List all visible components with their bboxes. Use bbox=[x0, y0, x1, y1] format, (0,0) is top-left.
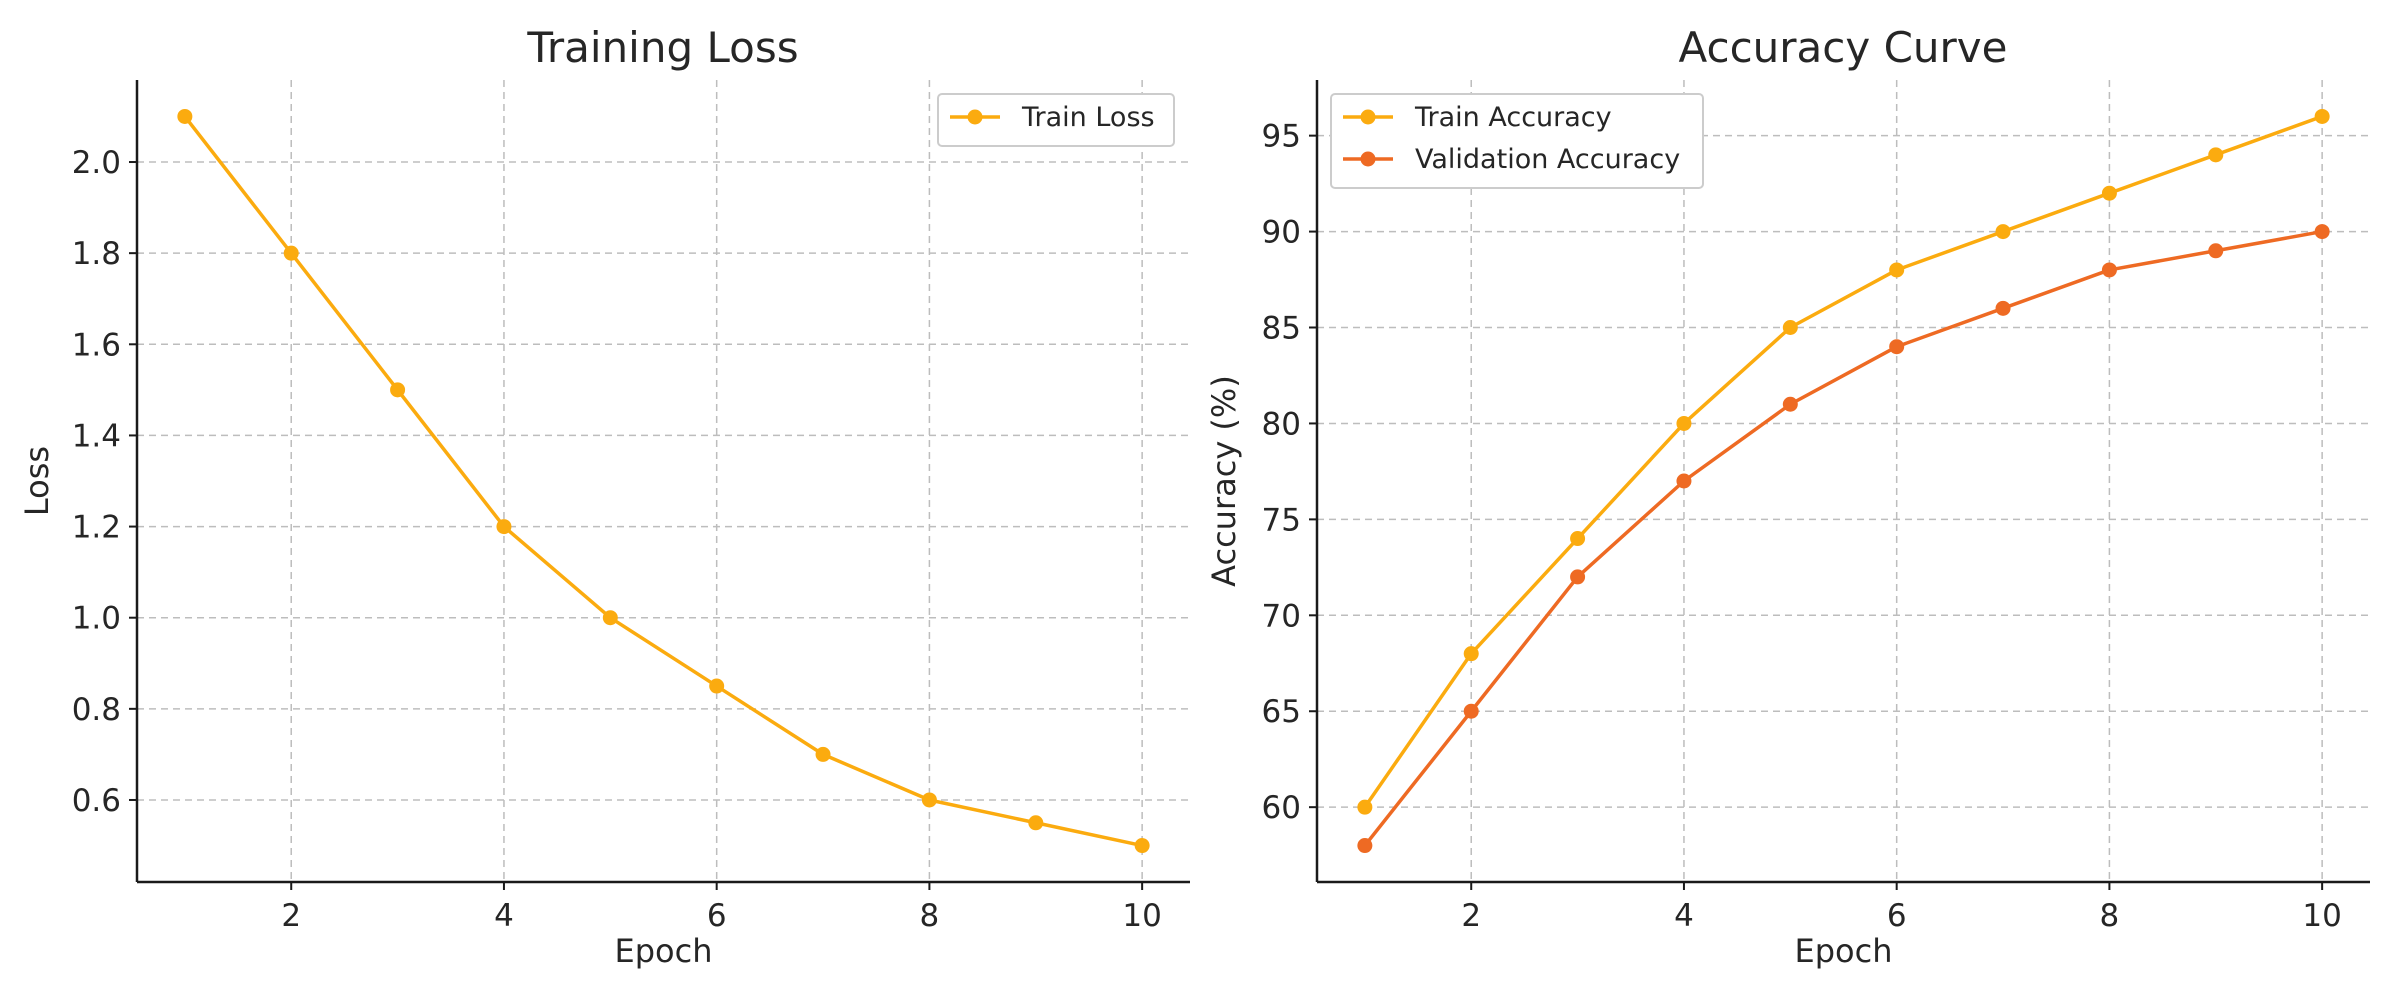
data-point bbox=[1357, 799, 1373, 815]
series-line-1 bbox=[1363, 114, 2323, 809]
data-point bbox=[283, 245, 299, 261]
legend-label: Train Accuracy bbox=[1414, 102, 1612, 133]
y-tick-label: 1.2 bbox=[72, 510, 121, 546]
x-tick-label: 6 bbox=[1887, 898, 1907, 934]
y-tick-label: 0.6 bbox=[72, 783, 121, 819]
legend-label: Train Loss bbox=[1021, 102, 1155, 133]
y-tick-label: 75 bbox=[1262, 502, 1301, 538]
data-point bbox=[2101, 262, 2117, 278]
data-point bbox=[1676, 415, 1692, 431]
data-point bbox=[2101, 185, 2117, 201]
data-point bbox=[1028, 815, 1044, 831]
y-tick-label: 90 bbox=[1262, 215, 1301, 251]
x-tick-label: 8 bbox=[920, 898, 940, 934]
data-point bbox=[1889, 339, 1905, 355]
legend-swatch-marker bbox=[1360, 109, 1376, 125]
data-point bbox=[2208, 147, 2224, 163]
y-tick-label: 95 bbox=[1262, 119, 1301, 155]
data-point bbox=[921, 792, 937, 808]
x-tick-label: 4 bbox=[1674, 898, 1694, 934]
y-tick-label: 60 bbox=[1262, 790, 1301, 826]
data-point bbox=[1782, 320, 1798, 336]
data-point bbox=[1676, 473, 1692, 489]
data-point bbox=[1570, 531, 1586, 547]
legend-swatch-marker bbox=[967, 109, 983, 125]
legend: Train Accuracy Validation Accuracy bbox=[1330, 93, 1704, 189]
y-tick-label: 0.8 bbox=[72, 692, 121, 728]
data-point bbox=[602, 610, 618, 626]
data-point bbox=[2208, 243, 2224, 259]
x-tick-label: 10 bbox=[2302, 898, 2341, 934]
legend-box bbox=[937, 93, 1175, 147]
y-tick-label: 1.0 bbox=[72, 601, 121, 637]
y-tick-label: 1.4 bbox=[72, 418, 121, 454]
data-point bbox=[390, 382, 406, 398]
data-point bbox=[2314, 108, 2330, 124]
data-point bbox=[815, 746, 831, 762]
y-axis-label: Loss bbox=[18, 446, 56, 516]
data-point bbox=[1134, 838, 1150, 854]
series-line-1 bbox=[183, 115, 1143, 848]
data-point bbox=[1570, 569, 1586, 585]
data-point bbox=[1463, 703, 1479, 719]
x-tick-label: 2 bbox=[1461, 898, 1481, 934]
x-axis-label: Epoch bbox=[1795, 932, 1893, 970]
data-point bbox=[709, 678, 725, 694]
y-tick-label: 80 bbox=[1262, 406, 1301, 442]
data-point bbox=[1782, 396, 1798, 412]
data-point bbox=[177, 108, 193, 124]
chart-title: Accuracy Curve bbox=[1678, 23, 2007, 72]
y-tick-label: 1.8 bbox=[72, 236, 121, 272]
legend-swatch-marker bbox=[1360, 151, 1376, 167]
chart-panel-1: 2 4 6 8 10 0.6 0.8 1.0 1.2 1.4 1.6 1.8 2.0 Training L… bbox=[18, 23, 1190, 970]
x-tick-label: 4 bbox=[494, 898, 514, 934]
x-tick-label: 6 bbox=[707, 898, 727, 934]
data-point bbox=[496, 519, 512, 535]
legend-box bbox=[1330, 93, 1704, 189]
y-tick-label: 85 bbox=[1262, 311, 1301, 347]
chart-title: Training Loss bbox=[526, 23, 798, 72]
x-tick-label: 8 bbox=[2100, 898, 2120, 934]
y-tick-label: 70 bbox=[1262, 598, 1301, 634]
x-tick-label: 2 bbox=[281, 898, 301, 934]
data-point bbox=[1463, 646, 1479, 662]
legend-label: Validation Accuracy bbox=[1415, 144, 1680, 175]
x-tick-label: 10 bbox=[1122, 898, 1161, 934]
data-point bbox=[1889, 262, 1905, 278]
x-axis-label: Epoch bbox=[615, 932, 713, 970]
chart-panel-2: 2 4 6 8 10 60 65 70 75 80 85 90 95 Accuracy Curve Epoc… bbox=[1205, 23, 2370, 970]
y-tick-label: 1.6 bbox=[72, 327, 121, 363]
y-tick-label: 2.0 bbox=[72, 145, 121, 181]
data-point bbox=[1995, 224, 2011, 240]
y-tick-label: 65 bbox=[1262, 694, 1301, 730]
data-point bbox=[2314, 224, 2330, 240]
data-point bbox=[1995, 300, 2011, 316]
legend: Train Loss bbox=[937, 93, 1175, 147]
series-line-2 bbox=[1363, 229, 2323, 847]
y-axis-label: Accuracy (%) bbox=[1205, 375, 1243, 587]
data-point bbox=[1357, 838, 1373, 854]
